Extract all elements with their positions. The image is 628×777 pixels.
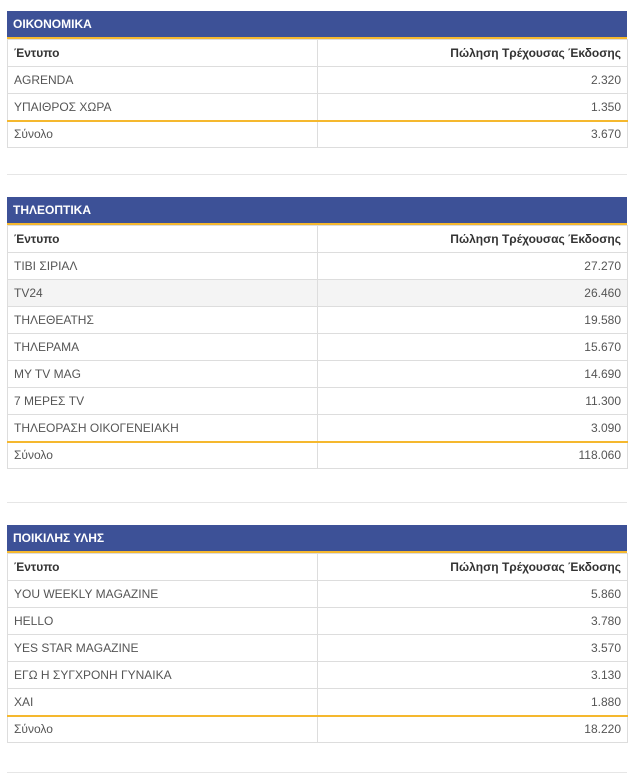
- sales-value: 5.860: [317, 580, 628, 608]
- sales-table: Έντυπο Πώληση Τρέχουσας Έκδοσης YOU WEEK…: [7, 553, 628, 743]
- sales-value: 3.570: [317, 634, 628, 662]
- publication-name: ΤΗΛΕΡΑΜΑ: [7, 333, 318, 361]
- section-tileoptika: ΤΗΛΕΟΠΤΙΚΑ Έντυπο Πώληση Τρέχουσας Έκδοσ…: [7, 197, 628, 469]
- table-row: YOU WEEKLY MAGAZINE 5.860: [7, 580, 628, 608]
- table-row: ΤΙΒΙ ΣΙΡΙΑΛ 27.270: [7, 252, 628, 280]
- sales-value: 11.300: [317, 387, 628, 415]
- table-header-row: Έντυπο Πώληση Τρέχουσας Έκδοσης: [7, 225, 628, 253]
- table-row: ΤΗΛΕΟΡΑΣΗ ΟΙΚΟΓΕΝΕΙΑΚΗ 3.090: [7, 414, 628, 442]
- sales-table: Έντυπο Πώληση Τρέχουσας Έκδοσης AGRENDA …: [7, 39, 628, 148]
- table-row: HELLO 3.780: [7, 607, 628, 635]
- column-header-sales: Πώληση Τρέχουσας Έκδοσης: [317, 553, 628, 581]
- table-row: ΤΗΛΕΡΑΜΑ 15.670: [7, 333, 628, 361]
- table-row: ΕΓΩ Η ΣΥΓΧΡΟΝΗ ΓΥΝΑΙΚΑ 3.130: [7, 661, 628, 689]
- section-title: ΠΟΙΚΙΛΗΣ ΥΛΗΣ: [7, 525, 627, 553]
- table-header-row: Έντυπο Πώληση Τρέχουσας Έκδοσης: [7, 39, 628, 67]
- sales-value: 27.270: [317, 252, 628, 280]
- total-row: Σύνολο 118.060: [7, 440, 628, 469]
- sales-value: 26.460: [317, 279, 628, 307]
- section-title: ΤΗΛΕΟΠΤΙΚΑ: [7, 197, 627, 225]
- section-oikonomika: ΟΙΚΟΝΟΜΙΚΑ Έντυπο Πώληση Τρέχουσας Έκδοσ…: [7, 11, 628, 148]
- table-header-row: Έντυπο Πώληση Τρέχουσας Έκδοσης: [7, 553, 628, 581]
- publication-name: ΤΗΛΕΘΕΑΤΗΣ: [7, 306, 318, 334]
- column-header-sales: Πώληση Τρέχουσας Έκδοσης: [317, 225, 628, 253]
- publication-name: ΤΙΒΙ ΣΙΡΙΑΛ: [7, 252, 318, 280]
- publication-name: ΤΗΛΕΟΡΑΣΗ ΟΙΚΟΓΕΝΕΙΑΚΗ: [7, 414, 318, 442]
- section-divider: [7, 174, 627, 175]
- publication-name: HELLO: [7, 607, 318, 635]
- publication-name: ΕΓΩ Η ΣΥΓΧΡΟΝΗ ΓΥΝΑΙΚΑ: [7, 661, 318, 689]
- publication-name: AGRENDA: [7, 66, 318, 94]
- section-divider: [7, 502, 627, 503]
- sales-value: 15.670: [317, 333, 628, 361]
- table-row: MY TV MAG 14.690: [7, 360, 628, 388]
- total-label: Σύνολο: [7, 440, 318, 469]
- sales-value: 3.780: [317, 607, 628, 635]
- publication-name: MY TV MAG: [7, 360, 318, 388]
- table-row: TV24 26.460: [7, 279, 628, 307]
- sales-value: 2.320: [317, 66, 628, 94]
- section-title: ΟΙΚΟΝΟΜΙΚΑ: [7, 11, 627, 39]
- column-header-name: Έντυπο: [7, 225, 318, 253]
- publication-name: ΧΑΙ: [7, 688, 318, 716]
- total-value: 18.220: [317, 714, 628, 743]
- table-row: YES STAR MAGAZINE 3.570: [7, 634, 628, 662]
- sales-value: 14.690: [317, 360, 628, 388]
- total-value: 118.060: [317, 440, 628, 469]
- total-value: 3.670: [317, 119, 628, 148]
- column-header-name: Έντυπο: [7, 39, 318, 67]
- total-row: Σύνολο 18.220: [7, 714, 628, 743]
- total-label: Σύνολο: [7, 714, 318, 743]
- sales-value: 1.880: [317, 688, 628, 716]
- publication-name: YES STAR MAGAZINE: [7, 634, 318, 662]
- table-row: ΧΑΙ 1.880: [7, 688, 628, 716]
- section-divider: [7, 772, 627, 773]
- column-header-name: Έντυπο: [7, 553, 318, 581]
- publication-name: ΥΠΑΙΘΡΟΣ ΧΩΡΑ: [7, 93, 318, 121]
- sales-value: 19.580: [317, 306, 628, 334]
- section-poikilis-ylis: ΠΟΙΚΙΛΗΣ ΥΛΗΣ Έντυπο Πώληση Τρέχουσας Έκ…: [7, 525, 628, 743]
- sales-value: 3.090: [317, 414, 628, 442]
- total-label: Σύνολο: [7, 119, 318, 148]
- table-row: ΤΗΛΕΘΕΑΤΗΣ 19.580: [7, 306, 628, 334]
- publication-name: TV24: [7, 279, 318, 307]
- total-row: Σύνολο 3.670: [7, 119, 628, 148]
- table-row: 7 ΜΕΡΕΣ TV 11.300: [7, 387, 628, 415]
- table-row: ΥΠΑΙΘΡΟΣ ΧΩΡΑ 1.350: [7, 93, 628, 121]
- sales-table: Έντυπο Πώληση Τρέχουσας Έκδοσης ΤΙΒΙ ΣΙΡ…: [7, 225, 628, 469]
- table-row: AGRENDA 2.320: [7, 66, 628, 94]
- publication-name: YOU WEEKLY MAGAZINE: [7, 580, 318, 608]
- column-header-sales: Πώληση Τρέχουσας Έκδοσης: [317, 39, 628, 67]
- sales-value: 1.350: [317, 93, 628, 121]
- publication-name: 7 ΜΕΡΕΣ TV: [7, 387, 318, 415]
- sales-value: 3.130: [317, 661, 628, 689]
